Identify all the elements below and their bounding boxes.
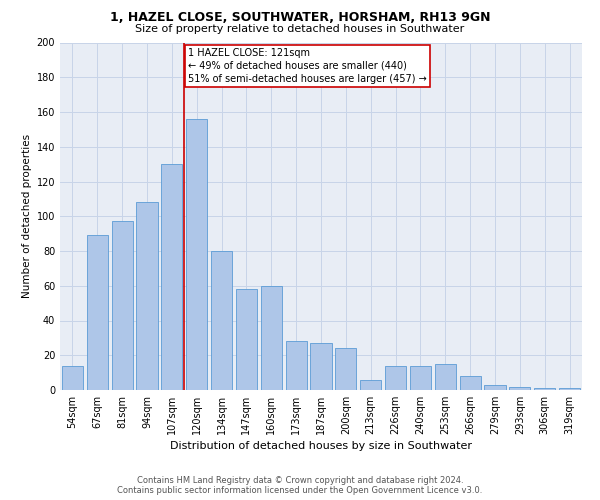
Bar — [112, 222, 133, 390]
Bar — [460, 376, 481, 390]
Bar — [286, 342, 307, 390]
Bar — [161, 164, 182, 390]
Bar — [136, 202, 158, 390]
Text: 1 HAZEL CLOSE: 121sqm
← 49% of detached houses are smaller (440)
51% of semi-det: 1 HAZEL CLOSE: 121sqm ← 49% of detached … — [188, 48, 427, 84]
Bar — [484, 385, 506, 390]
Bar — [435, 364, 456, 390]
Text: 1, HAZEL CLOSE, SOUTHWATER, HORSHAM, RH13 9GN: 1, HAZEL CLOSE, SOUTHWATER, HORSHAM, RH1… — [110, 11, 490, 24]
Bar — [87, 236, 108, 390]
Bar — [211, 251, 232, 390]
Bar — [236, 289, 257, 390]
Bar — [335, 348, 356, 390]
Bar — [310, 343, 332, 390]
Bar — [261, 286, 282, 390]
Bar — [186, 119, 207, 390]
Bar — [360, 380, 381, 390]
Bar — [62, 366, 83, 390]
Bar — [534, 388, 555, 390]
Bar — [559, 388, 580, 390]
Bar — [410, 366, 431, 390]
Bar — [385, 366, 406, 390]
X-axis label: Distribution of detached houses by size in Southwater: Distribution of detached houses by size … — [170, 441, 472, 451]
Y-axis label: Number of detached properties: Number of detached properties — [22, 134, 32, 298]
Bar — [509, 386, 530, 390]
Text: Size of property relative to detached houses in Southwater: Size of property relative to detached ho… — [136, 24, 464, 34]
Text: Contains HM Land Registry data © Crown copyright and database right 2024.
Contai: Contains HM Land Registry data © Crown c… — [118, 476, 482, 495]
